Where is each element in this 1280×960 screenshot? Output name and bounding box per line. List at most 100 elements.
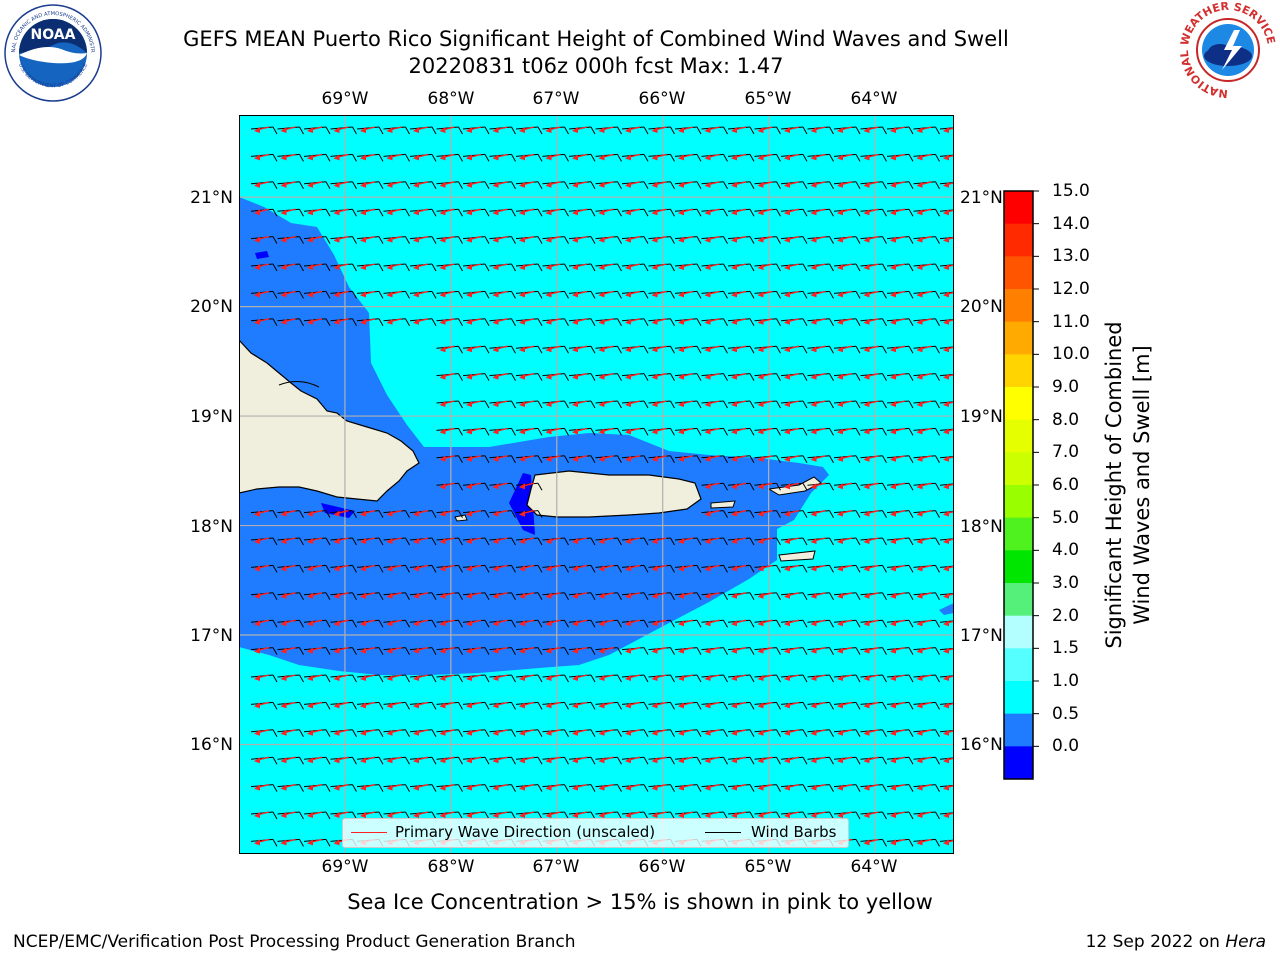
wave-arrow-head [704,620,711,627]
wave-direction-arrow [678,592,694,599]
wave-arrow-head [731,127,737,133]
wind-barb-flag [643,373,649,381]
colorbar-segment [1004,713,1033,747]
wind-barb-staff [727,181,751,185]
wind-barb-flag [378,291,384,299]
wave-direction-arrow [651,400,667,407]
wind-barb-staff [462,482,486,486]
wave-direction-arrow [545,235,561,243]
wave-direction-arrow [916,701,932,709]
wave-arrow-head [625,264,631,270]
wind-barb [913,126,940,135]
wind-barb [250,729,278,738]
wind-barb [542,537,569,546]
wind-barb-flag [352,537,357,546]
wind-barb [356,811,384,820]
wind-barb-flag [802,565,808,573]
wave-direction-arrow [651,181,667,188]
wind-barb-flag [935,702,940,710]
wind-barb [621,153,649,162]
wave-arrow-head [413,592,419,599]
wave-arrow-head [810,675,817,681]
wind-barb [383,784,410,792]
wave-direction-arrow [439,455,455,462]
wave-arrow-head [890,812,896,818]
wind-barb [833,153,861,162]
wind-barb [621,345,649,354]
wind-barb [250,564,278,573]
wave-arrow-head [545,236,552,243]
wind-barb [303,838,331,847]
wind-barb-flag [829,428,834,436]
wind-barb-staff [727,290,751,294]
wave-arrow-head [333,291,340,298]
wind-barb [489,400,516,409]
wind-barb-staff [621,373,645,377]
wind-barb [860,756,887,765]
wave-arrow-head [254,291,260,298]
wave-arrow-head [678,757,684,764]
wind-barb [833,592,861,601]
wind-barb [489,181,516,190]
wave-direction-arrow [386,646,402,654]
wind-barb [886,756,914,765]
wave-direction-arrow [731,153,747,161]
wind-barb-flag [776,373,781,381]
wind-barb-staff [807,647,830,651]
wave-direction-arrow [837,318,853,325]
colorbar-tick-label: 2.0 [1052,605,1080,626]
wave-arrow-head [863,620,870,627]
wind-barb-staff [542,811,565,815]
wind-barb-flag [935,291,940,299]
wind-barb-flag [272,154,278,162]
wind-barb-staff [250,784,274,788]
wind-barb [674,400,702,409]
wave-direction-arrow [360,756,376,764]
wind-barb-flag [431,510,437,518]
wave-arrow-head [386,784,393,791]
wave-direction-arrow [837,235,853,243]
wave-direction-arrow [466,783,482,791]
wave-direction-arrow [254,838,270,846]
wave-arrow-head [916,428,923,435]
wave-arrow-head [492,236,499,243]
wind-barb [515,236,543,244]
wind-barb-flag [458,455,463,464]
wind-barb-flag [272,756,278,765]
wave-arrow-head [757,127,764,133]
wave-arrow-head [307,538,313,544]
wind-barb [489,455,516,464]
wind-barb-staff [568,701,592,705]
wind-barb-staff [409,181,433,185]
wind-barb [250,592,278,601]
wind-barb-staff [860,537,883,541]
colorbar-segment [1004,419,1033,453]
wind-barb-flag [829,208,834,217]
wave-direction-arrow [890,729,906,736]
wind-barb-flag [776,729,781,738]
wave-arrow-head [651,647,658,654]
wind-barb-flag [696,154,702,162]
wind-barb-flag [776,455,781,464]
wind-barb [939,784,954,788]
wave-arrow-head [625,784,631,791]
wind-barb-staff [383,674,406,678]
wind-barb-staff [277,290,300,294]
wind-barb-flag [696,208,702,217]
wind-barb-staff [674,756,698,760]
wave-arrow-head [943,647,949,654]
wind-barb-staff [356,153,380,157]
wind-barb [939,538,954,541]
wave-arrow-head [678,784,684,791]
wind-barb [674,564,702,573]
wave-arrow-head [360,236,366,243]
wind-barb-staff [568,674,592,678]
wind-barb [595,400,622,409]
wind-barb [595,290,622,299]
wind-barb-staff [674,236,698,240]
wind-barb-staff [515,290,539,294]
wind-barb-staff [939,236,954,240]
wave-arrow-head [307,675,313,681]
wave-direction-arrow [837,400,853,407]
wave-arrow-head [545,784,552,791]
